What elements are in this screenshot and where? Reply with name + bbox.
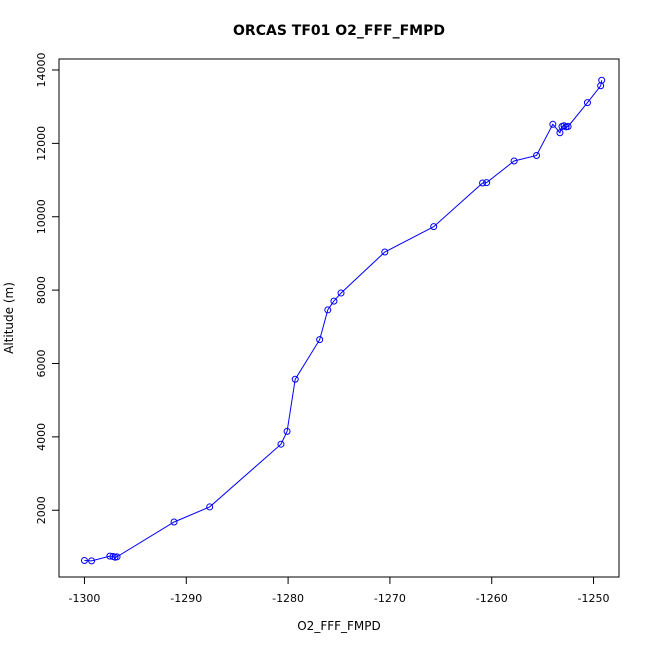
data-point <box>556 129 564 137</box>
data-point <box>483 179 491 187</box>
y-tick-label: 2000 <box>35 496 48 524</box>
data-point <box>510 157 518 165</box>
series-line <box>84 80 603 562</box>
y-axis-label: Altitude (m) <box>2 282 16 354</box>
data-point <box>598 76 606 84</box>
x-tick-label: -1300 <box>68 592 100 605</box>
x-tick-label: -1270 <box>374 592 406 605</box>
data-point <box>324 306 332 314</box>
data-point <box>533 151 541 159</box>
x-axis: -1300 -1290 -1280 -1270 -1260 -1250 <box>68 576 610 605</box>
x-tick-label: -1280 <box>272 592 304 605</box>
data-point <box>564 123 572 131</box>
y-tick-label: 4000 <box>35 423 48 451</box>
y-tick-label: 6000 <box>35 349 48 377</box>
x-tick-label: -1290 <box>170 592 202 605</box>
x-tick-label: -1260 <box>476 592 508 605</box>
data-point <box>330 297 338 305</box>
data-point <box>316 336 324 344</box>
data-point <box>277 440 285 448</box>
data-point <box>337 289 345 297</box>
data-point <box>549 120 557 128</box>
data-point <box>479 179 487 187</box>
series-layer <box>80 76 606 565</box>
data-point <box>80 556 88 564</box>
y-axis: 2000 4000 6000 8000 10000 12000 14000 <box>35 53 60 524</box>
y-tick-label: 8000 <box>35 276 48 304</box>
x-tick-label: -1250 <box>578 592 610 605</box>
data-point <box>291 375 299 383</box>
data-point <box>113 553 121 561</box>
data-point <box>206 503 214 511</box>
data-point <box>106 552 114 560</box>
chart-title: ORCAS TF01 O2_FFF_FMPD <box>233 23 445 39</box>
data-point <box>88 557 96 565</box>
data-point <box>583 99 591 107</box>
data-point <box>430 223 438 231</box>
y-tick-label: 12000 <box>35 126 48 161</box>
plot-area <box>58 58 620 578</box>
y-tick-label: 10000 <box>35 199 48 234</box>
data-point <box>170 518 178 526</box>
data-point <box>381 248 389 256</box>
x-axis-label: O2_FFF_FMPD <box>297 619 381 633</box>
data-point <box>283 427 291 435</box>
y-tick-label: 14000 <box>35 53 48 88</box>
